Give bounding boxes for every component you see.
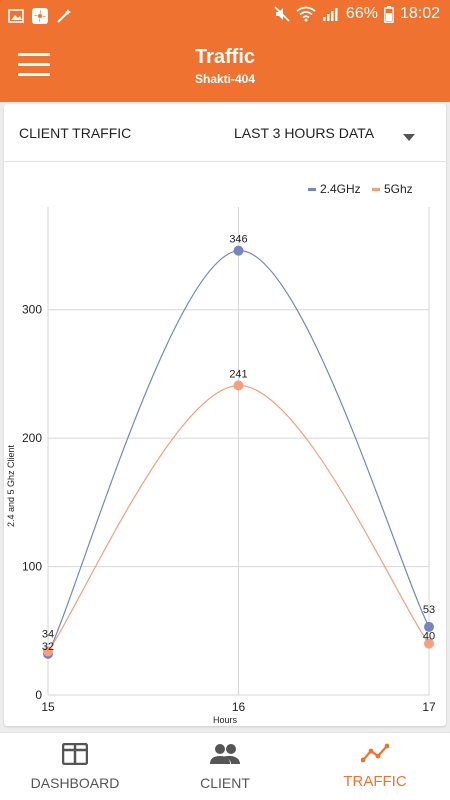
data-point: [424, 638, 434, 649]
data-point: [233, 245, 244, 256]
page-subtitle: Shakti-404: [194, 72, 256, 86]
chart-svg: 2.4GHz 5Ghz 32 346 53 34 241 40 0 100 200 300 15 16…: [6, 182, 436, 725]
magic-wand-icon: [56, 8, 72, 24]
bottom-navigation: DASHBOARD CLIENT TRAFFIC: [0, 732, 450, 800]
legend-swatch: [308, 188, 316, 191]
fan-icon: [31, 7, 49, 25]
battery-icon: [384, 5, 394, 23]
y-tick-label: 300: [22, 303, 42, 317]
data-label: 40: [423, 631, 435, 643]
nav-dashboard[interactable]: DASHBOARD: [0, 733, 150, 800]
legend-label: 5Ghz: [384, 182, 413, 196]
signal-icon: [322, 6, 340, 22]
y-axis-label: 2.4 and 5 Ghz Client: [6, 444, 16, 527]
battery-percent: 66%: [345, 5, 378, 22]
data-point: [43, 646, 53, 657]
data-point: [424, 621, 434, 632]
status-left-icons: [8, 7, 72, 25]
nav-traffic[interactable]: TRAFFIC: [300, 733, 450, 800]
wifi-icon: [296, 6, 316, 22]
x-axis-label: Hours: [213, 715, 238, 725]
time-range-dropdown[interactable]: LAST 3 HOURS DATA: [229, 118, 434, 148]
y-tick-label: 0: [35, 688, 42, 702]
data-point: [233, 380, 244, 391]
chart-legend: 2.4GHz 5Ghz: [308, 182, 413, 196]
trend-line-icon: [360, 743, 390, 768]
card-header: CLIENT TRAFFIC LAST 3 HOURS DATA: [4, 104, 446, 162]
dashboard-icon: [61, 742, 89, 770]
y-tick-label: 100: [22, 560, 42, 574]
hamburger-menu-icon[interactable]: [18, 53, 50, 77]
x-tick-label: 17: [422, 700, 436, 714]
nav-client[interactable]: CLIENT: [150, 733, 300, 800]
chart-data-labels: 32 346 53 34 241 40: [42, 234, 435, 653]
x-tick-label: 15: [41, 700, 55, 714]
data-label: 34: [42, 628, 54, 640]
nav-dashboard-label: DASHBOARD: [30, 775, 120, 791]
legend-label: 2.4GHz: [320, 182, 361, 196]
page-title: Traffic: [194, 46, 256, 68]
people-icon: [210, 743, 240, 770]
traffic-chart: 2.4GHz 5Ghz 32 346 53 34 241 40 0 100 200 300 15 16…: [4, 162, 446, 726]
dropdown-caret-icon: [403, 128, 415, 146]
time-range-value: LAST 3 HOURS DATA: [234, 125, 375, 141]
status-right: 66% 18:02: [274, 5, 440, 23]
legend-swatch: [372, 188, 380, 191]
grid-lines: [47, 207, 430, 696]
data-label: 241: [229, 369, 247, 381]
nav-traffic-label: TRAFFIC: [343, 773, 407, 790]
y-tick-label: 200: [22, 431, 42, 445]
app-bar: Traffic Shakti-404: [0, 34, 450, 102]
gallery-icon: [8, 9, 24, 23]
chart-ticks: 0 100 200 300 15 16 17: [22, 303, 436, 714]
traffic-card: CLIENT TRAFFIC LAST 3 HOURS DATA 2.4GHz 5…: [4, 104, 446, 726]
data-label: 32: [42, 641, 54, 653]
chart-series: [43, 245, 434, 659]
status-time: 18:02: [399, 5, 440, 22]
x-tick-label: 16: [232, 700, 246, 714]
status-bar: 66% 18:02: [0, 0, 450, 34]
data-label: 346: [229, 234, 247, 246]
card-title: CLIENT TRAFFIC: [19, 125, 132, 141]
nav-client-label: CLIENT: [200, 775, 250, 791]
data-label: 53: [423, 604, 435, 616]
mute-icon: [274, 6, 290, 22]
